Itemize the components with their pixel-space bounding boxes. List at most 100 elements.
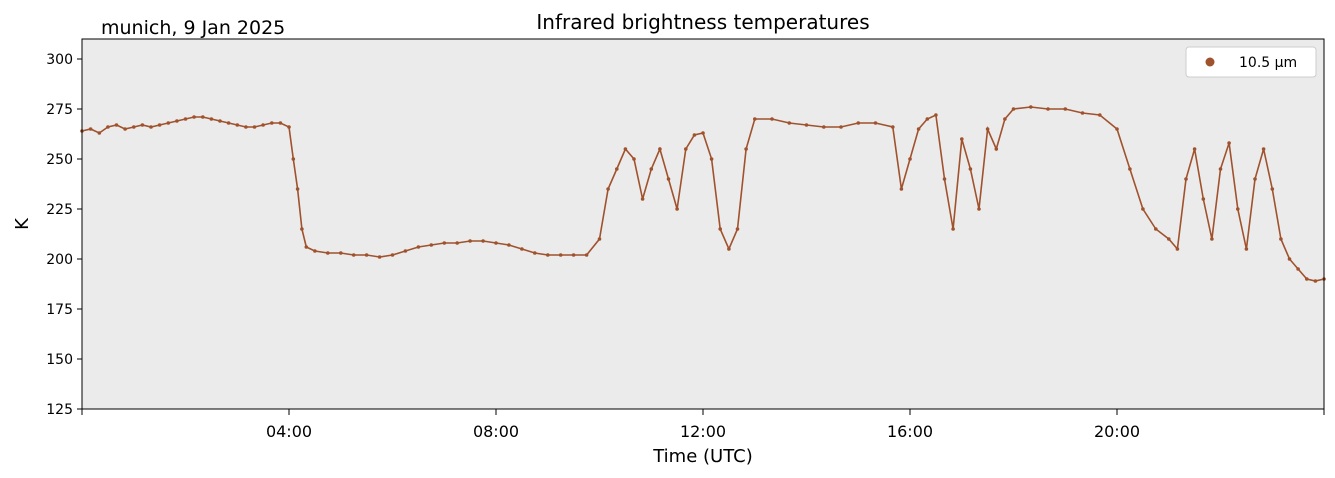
data-point [244,125,248,129]
data-point [1210,237,1214,241]
data-point [429,243,434,247]
data-point [916,127,921,131]
data-point [908,157,912,161]
data-point [304,245,309,249]
data-point [899,187,904,191]
data-point [209,117,214,121]
legend-marker [1205,57,1215,67]
data-point [1184,177,1188,181]
data-point [88,127,93,131]
data-point [606,187,610,191]
data-point [985,127,990,131]
legend-box [1185,46,1317,78]
data-point [533,251,537,255]
plot-area [82,39,1324,409]
data-point [278,121,283,125]
data-point [1175,247,1180,251]
data-point [891,125,895,129]
data-point [351,253,356,257]
data-point [1236,207,1240,211]
data-point [1313,279,1318,283]
data-point [97,131,102,135]
data-point [455,241,460,245]
data-point [692,133,697,137]
x-tick-label: 16:00 [887,422,933,441]
data-point [658,147,662,151]
data-point [1003,117,1007,121]
data-point [218,119,222,123]
data-point [106,125,110,129]
data-point [994,147,999,151]
data-point [1296,267,1300,271]
data-point [403,249,408,253]
data-point [520,247,524,251]
data-point [1141,207,1145,211]
data-point [968,167,973,171]
data-point [442,241,447,245]
data-point [287,125,291,129]
data-point [1011,107,1016,111]
data-point [1279,237,1283,241]
y-tick-label: 200 [46,252,73,268]
data-point [951,227,955,231]
data-point [1287,257,1292,261]
data-point [770,117,774,121]
data-point [252,125,257,129]
data-point [377,255,382,259]
data-point [839,125,843,129]
data-point [615,167,619,171]
data-point [718,227,722,231]
data-point [157,123,162,127]
data-point [1080,111,1085,115]
chart-title: Infrared brightness temperatures [536,10,869,34]
data-point [123,127,127,131]
data-point [597,237,602,241]
data-point [300,227,304,231]
data-point [1305,277,1309,281]
data-point [1253,177,1257,181]
data-point [804,123,809,127]
y-tick-label: 225 [46,202,73,218]
y-axis-label: K [12,217,33,230]
data-point [183,117,188,121]
x-tick-label: 08:00 [473,422,519,441]
data-point [1128,167,1132,171]
data-point [684,147,688,151]
data-point [481,239,485,243]
data-point [468,239,472,243]
data-point [149,125,153,129]
data-point [649,167,654,171]
y-axis: 125 150 175 200 225 250 275 300 [46,52,82,418]
data-point [666,177,671,181]
data-point [1227,141,1231,145]
data-point [1261,147,1266,151]
data-point [192,115,196,119]
data-point [235,123,240,127]
data-point [960,137,964,141]
x-tick-label: 20:00 [1094,422,1140,441]
data-point [1270,187,1275,191]
data-point [675,207,679,211]
data-point [507,243,511,247]
data-point [313,249,317,253]
data-point [175,119,179,123]
data-point [558,253,563,257]
legend-label: 10.5 µm [1239,55,1297,71]
data-point [132,125,136,129]
data-point [623,147,628,151]
data-point [270,121,274,125]
data-point [416,245,421,249]
x-axis: 04:00 08:00 12:00 16:00 20:00 [81,409,1325,441]
data-point [753,117,757,121]
y-tick-label: 250 [46,152,73,168]
data-point [140,123,145,127]
data-point [1046,107,1050,111]
data-point [226,121,231,125]
data-point [584,253,589,257]
x-tick-label: 12:00 [680,422,726,441]
data-point [787,121,792,125]
y-tick-label: 275 [46,102,73,118]
data-point [114,123,119,127]
data-point [1115,127,1119,131]
